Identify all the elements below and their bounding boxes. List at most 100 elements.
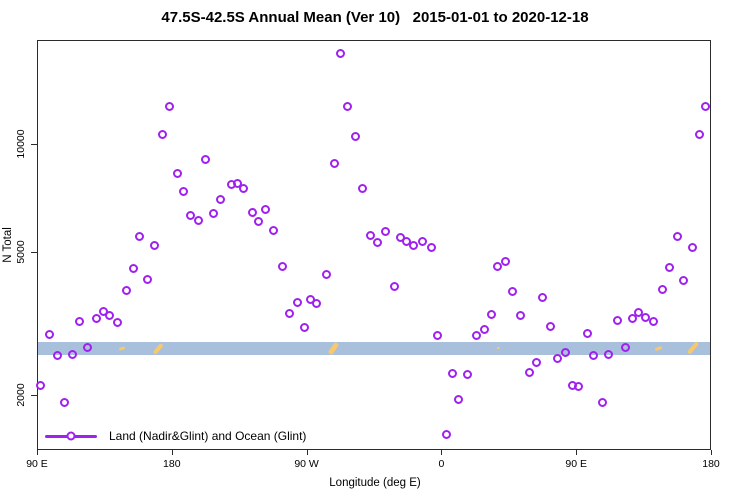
data-point: [285, 308, 295, 318]
x-axis-tick: [711, 450, 712, 455]
data-point: [589, 350, 599, 360]
x-axis-tick-label: 180: [702, 458, 720, 470]
data-point: [695, 129, 705, 139]
data-point: [350, 132, 360, 142]
data-point: [553, 353, 563, 363]
data-point: [380, 226, 390, 236]
y-axis-tick-label: 10000: [15, 129, 27, 159]
data-point: [493, 262, 503, 272]
data-point: [358, 183, 368, 193]
data-point: [82, 343, 92, 353]
data-point: [472, 330, 482, 340]
data-point: [427, 242, 437, 252]
data-point: [52, 350, 62, 360]
data-point: [648, 317, 658, 327]
data-point: [232, 178, 242, 188]
legend: Land (Nadir&Glint) and Ocean (Glint): [45, 429, 306, 443]
data-point: [574, 382, 584, 392]
data-point: [216, 194, 226, 204]
data-point: [463, 370, 473, 380]
data-point: [165, 101, 175, 111]
data-point: [487, 309, 497, 319]
data-point: [105, 310, 115, 320]
data-point: [268, 225, 278, 235]
data-point: [45, 329, 55, 339]
data-point: [418, 237, 428, 246]
x-axis-tick: [37, 450, 38, 455]
data-point: [277, 262, 287, 272]
data-point: [67, 350, 77, 360]
band-streak-mark: [496, 347, 500, 350]
data-point: [142, 274, 152, 284]
data-point: [292, 297, 302, 307]
data-point: [121, 285, 131, 295]
data-point: [300, 323, 309, 333]
data-point: [687, 242, 697, 252]
data-point: [678, 276, 688, 286]
data-point: [60, 397, 70, 407]
data-point: [329, 159, 339, 168]
data-point: [322, 269, 332, 279]
data-point: [172, 169, 182, 179]
data-point: [628, 313, 637, 323]
data-point: [389, 281, 399, 291]
y-axis-tick-label: 2000: [15, 383, 27, 407]
data-point: [238, 183, 248, 193]
x-axis-tick: [171, 450, 173, 455]
data-point: [665, 262, 675, 272]
data-point: [454, 394, 464, 404]
data-point: [36, 380, 46, 390]
data-point: [261, 204, 271, 214]
reference-band: [38, 341, 710, 355]
x-axis-title: Longitude (deg E): [329, 477, 421, 489]
data-point: [186, 210, 196, 220]
x-axis-tick: [306, 450, 308, 455]
data-point: [135, 231, 145, 241]
y-axis-tick: [31, 394, 37, 396]
data-point: [129, 263, 139, 273]
chart-title: 47.5S-42.5S Annual Mean (Ver 10) 2015-01…: [161, 9, 589, 26]
data-point: [208, 208, 218, 218]
data-point: [247, 207, 257, 217]
data-point: [201, 154, 211, 164]
data-point: [433, 330, 443, 340]
x-axis-tick-label: 180: [163, 458, 181, 470]
data-point: [178, 186, 188, 196]
data-point: [560, 347, 570, 357]
data-point: [672, 231, 682, 241]
data-point: [193, 215, 203, 225]
data-point: [524, 368, 534, 378]
x-axis-tick-label: 90 E: [26, 458, 48, 470]
x-axis-tick-label: 90 W: [294, 458, 319, 470]
data-point: [150, 240, 160, 250]
data-point: [479, 325, 489, 335]
data-point: [365, 230, 375, 240]
y-axis-tick: [31, 144, 37, 145]
data-point: [538, 292, 548, 302]
data-point: [598, 397, 608, 407]
data-point: [620, 343, 630, 353]
data-point: [75, 317, 85, 327]
data-point: [613, 316, 623, 326]
data-point: [253, 216, 263, 226]
legend-label: Land (Nadir&Glint) and Ocean (Glint): [109, 429, 307, 443]
legend-point-icon: [66, 431, 76, 441]
data-point: [500, 256, 510, 266]
y-axis-tick-label: 5000: [15, 240, 27, 264]
x-axis-tick-label: 0: [438, 458, 445, 470]
data-point: [604, 350, 614, 360]
data-point: [112, 318, 122, 328]
data-point: [335, 48, 345, 58]
data-point: [448, 368, 458, 378]
data-point: [657, 284, 667, 294]
data-point: [508, 286, 518, 296]
y-axis-title: N Total: [2, 227, 14, 263]
data-point: [373, 237, 383, 247]
data-point: [515, 310, 525, 320]
data-point: [583, 328, 593, 338]
data-point: [442, 429, 452, 439]
x-axis-tick: [441, 450, 443, 455]
x-axis-tick: [576, 450, 578, 455]
data-point: [343, 101, 353, 111]
